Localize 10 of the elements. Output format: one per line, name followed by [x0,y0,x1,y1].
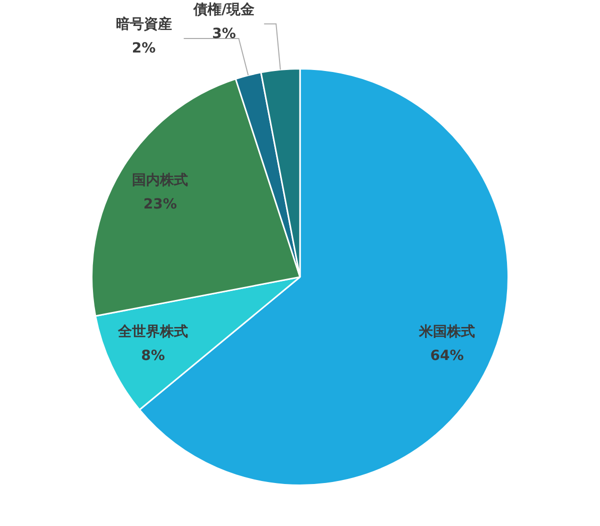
data-label: 3% [212,26,236,42]
slice-label: 全世界株式 [117,324,188,340]
slice-label: 債権/現金 [192,2,256,18]
data-label: 64% [430,348,464,364]
slice-label: 国内株式 [132,172,188,188]
data-label: 23% [143,196,177,212]
slice-label: 暗号資産 [116,15,172,32]
slice-label: 米国株式 [418,324,475,340]
data-label: 2% [132,40,156,56]
data-label: 8% [141,348,165,364]
